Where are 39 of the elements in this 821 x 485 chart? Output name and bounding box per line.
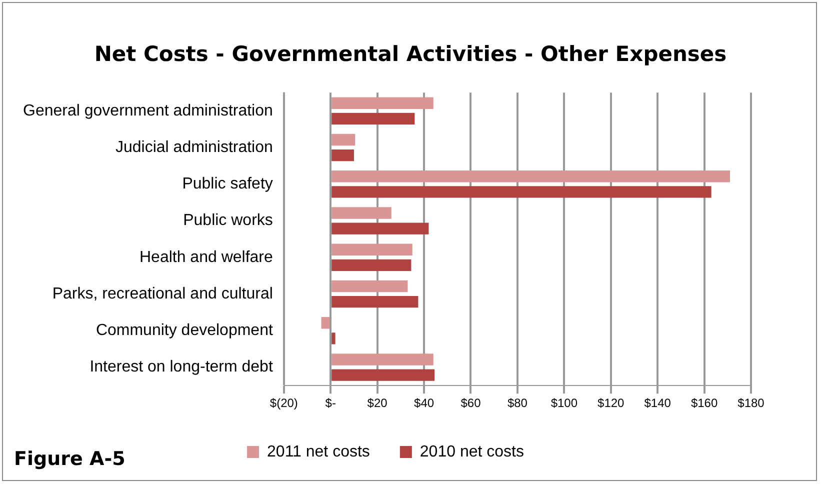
x-tick-label: $20 [367, 396, 388, 410]
x-tick-label: $- [325, 396, 336, 410]
x-tick-label: $140 [644, 396, 672, 410]
y-tick-label: General government administration [23, 102, 273, 120]
legend-label: 2010 net costs [420, 443, 524, 460]
y-tick-label: Parks, recreational and cultural [52, 285, 273, 302]
x-tick-label: $40 [414, 396, 434, 410]
bar [332, 112, 415, 125]
chart-title: Net Costs - Governmental Activities - Other Expenses [93, 42, 728, 66]
bar [332, 280, 408, 292]
x-tick-label: $60 [460, 396, 482, 410]
bar [332, 369, 435, 381]
bar [332, 222, 429, 234]
bar [332, 354, 434, 366]
legend-label: 2011 net costs [267, 443, 370, 460]
y-tick-label: Community development [96, 322, 274, 340]
bar [332, 207, 392, 219]
bar [332, 170, 730, 182]
x-tick-label: $180 [738, 396, 765, 410]
bar [332, 186, 712, 198]
y-tick-label: Public works [183, 212, 273, 230]
x-tick-label: $80 [507, 396, 528, 410]
bar [332, 244, 412, 256]
x-tick-label: $(20) [270, 396, 298, 410]
x-tick-label: $100 [550, 396, 578, 410]
y-tick-label: Health and welfare [139, 248, 273, 266]
y-tick-label: Public safety [182, 176, 273, 193]
bar [332, 259, 412, 272]
bar [332, 332, 336, 344]
y-tick-label: Judicial administration [116, 138, 273, 156]
bar [332, 97, 434, 109]
x-tick-label: $120 [598, 396, 625, 410]
bar [332, 134, 356, 146]
bar [332, 296, 418, 308]
bar [321, 317, 330, 329]
text: Figure A-5 [14, 448, 126, 470]
bar [332, 149, 354, 162]
y-tick-label: Interest on long-term debt [90, 358, 274, 376]
x-tick-label: $160 [690, 396, 718, 410]
